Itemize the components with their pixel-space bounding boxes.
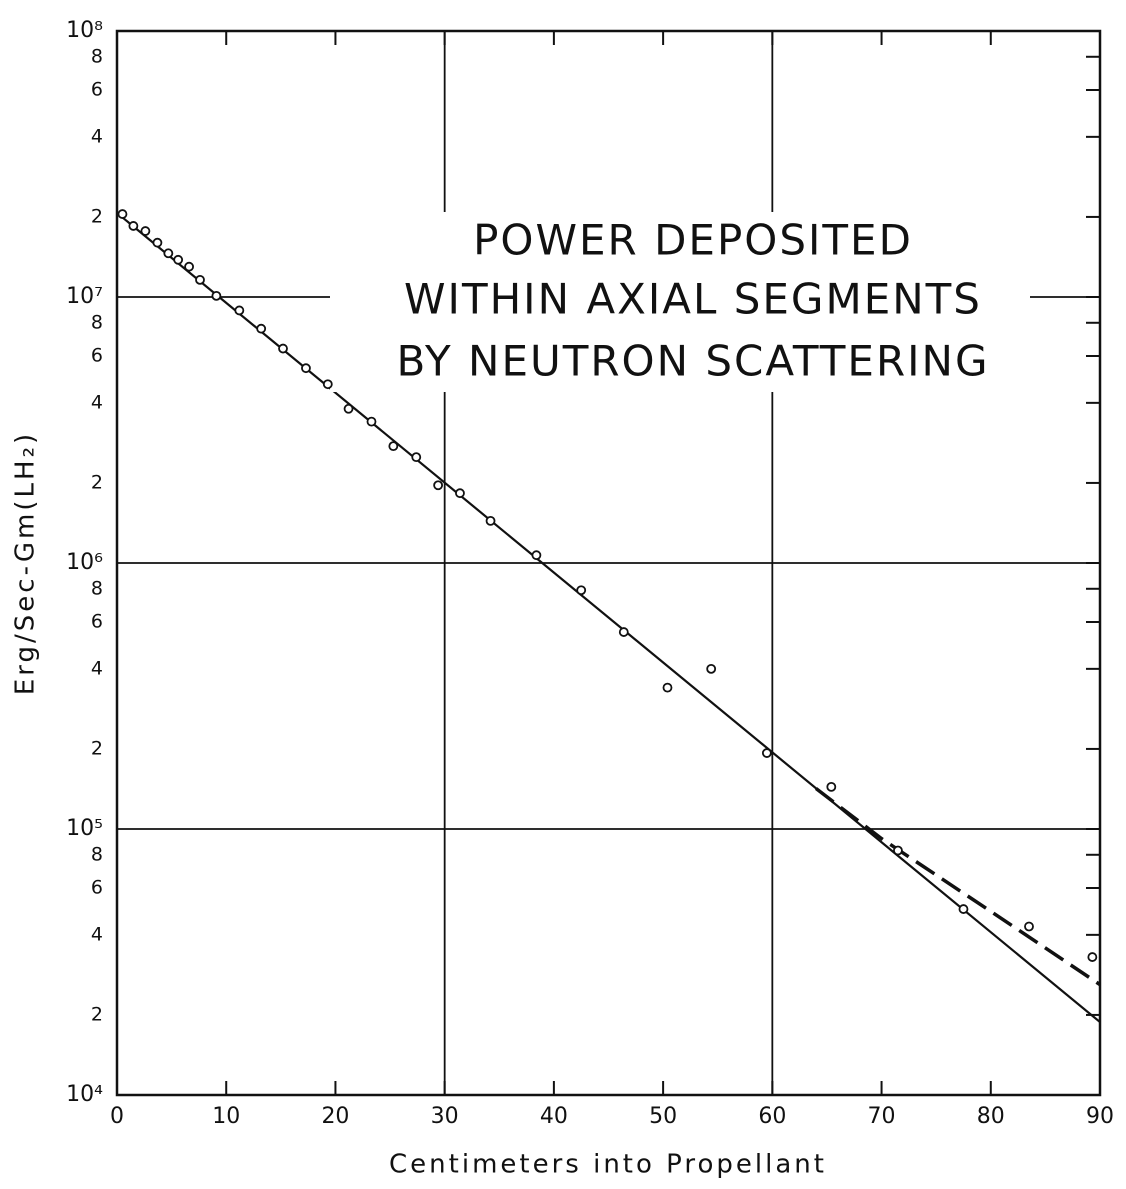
y-axis-label: Erg/Sec-Gm(LH₂) — [11, 431, 41, 695]
data-point — [388, 441, 399, 452]
x-tick-label: 60 — [758, 1104, 786, 1129]
x-tick-label: 40 — [540, 1104, 568, 1129]
data-point — [234, 305, 245, 316]
data-point — [576, 585, 587, 596]
x-tick-label: 10 — [212, 1104, 240, 1129]
data-point — [1087, 952, 1098, 962]
data-point — [301, 363, 311, 374]
y-tick-label: 10⁵ — [66, 816, 103, 841]
data-point — [184, 261, 194, 272]
data-point — [618, 627, 629, 637]
y-tick-label: 6 — [91, 79, 103, 101]
y-tick-label: 2 — [91, 205, 103, 227]
data-point — [433, 480, 444, 491]
x-tick-label: 80 — [977, 1104, 1005, 1129]
data-point — [128, 221, 139, 231]
y-tick-label: 10⁷ — [66, 284, 103, 309]
data-point — [761, 748, 772, 758]
x-tick-label: 50 — [649, 1104, 677, 1129]
dashed-line — [814, 787, 1101, 987]
data-point — [195, 274, 205, 285]
annotation-line: BY NEUTRON SCATTERING — [397, 337, 990, 386]
y-tick-label: 2 — [91, 471, 103, 493]
data-point — [366, 416, 377, 427]
data-point — [706, 663, 717, 674]
y-tick-label: 2 — [91, 1003, 103, 1025]
grid — [116, 30, 1101, 1096]
y-tick-label: 6 — [91, 877, 103, 899]
x-tick-label: 90 — [1086, 1104, 1114, 1129]
data-point — [1024, 921, 1034, 932]
data-point — [211, 290, 222, 301]
y-tick-label: 4 — [91, 657, 103, 679]
y-tick-label: 10⁴ — [66, 1082, 103, 1107]
data-point — [893, 845, 903, 856]
data-point — [173, 254, 184, 265]
y-tick-label: 10⁸ — [66, 18, 103, 43]
data-point — [826, 781, 837, 792]
data-point — [411, 452, 422, 463]
x-tick-label: 70 — [868, 1104, 896, 1129]
data-point — [455, 488, 465, 499]
y-tick-label: 8 — [91, 843, 103, 865]
y-tick-label: 10⁶ — [66, 550, 103, 575]
y-tick-label: 6 — [91, 345, 103, 367]
y-tick-label: 8 — [91, 45, 103, 67]
data-point — [343, 403, 354, 414]
y-tick-label: 2 — [91, 737, 103, 759]
data-point — [958, 904, 969, 914]
data-point — [322, 379, 333, 390]
data-point — [140, 226, 151, 236]
y-tick-label: 8 — [91, 311, 103, 333]
y-tick-label: 6 — [91, 611, 103, 633]
annotation-line: WITHIN AXIAL SEGMENTS — [404, 275, 982, 324]
y-tick-label: 4 — [91, 125, 103, 147]
y-tick-label: 4 — [91, 923, 103, 945]
x-axis-label: Centimeters into Propellant — [389, 1150, 827, 1180]
x-tick-label: 0 — [110, 1104, 124, 1129]
data-point — [256, 323, 267, 334]
data-point — [117, 209, 128, 219]
data-point — [163, 248, 174, 259]
y-tick-label: 8 — [91, 577, 103, 599]
annotation-background — [330, 212, 1030, 392]
x-tick-label: 30 — [431, 1104, 459, 1129]
data-point — [278, 343, 288, 354]
y-tick-label: 4 — [91, 391, 103, 413]
data-point — [485, 515, 496, 526]
annotation-line: POWER DEPOSITED — [473, 216, 913, 265]
data-point — [662, 682, 673, 693]
x-tick-label: 20 — [321, 1104, 349, 1129]
data-point — [152, 237, 163, 248]
data-point — [531, 550, 542, 561]
